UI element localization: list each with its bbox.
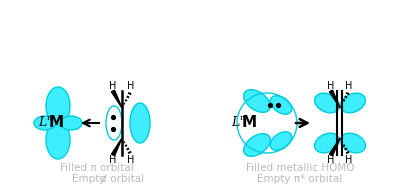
Ellipse shape	[106, 106, 122, 140]
Text: n: n	[46, 114, 52, 122]
Text: H: H	[109, 155, 117, 165]
Text: H: H	[326, 155, 334, 165]
Text: Empty: Empty	[72, 174, 108, 184]
Text: H: H	[127, 155, 135, 165]
Ellipse shape	[314, 133, 339, 153]
Polygon shape	[111, 138, 122, 156]
Ellipse shape	[243, 134, 270, 156]
Ellipse shape	[46, 87, 70, 125]
Text: Filled π orbital: Filled π orbital	[60, 163, 134, 173]
Text: L: L	[38, 116, 46, 129]
Text: M: M	[48, 114, 63, 129]
Ellipse shape	[270, 96, 291, 114]
Text: H: H	[127, 81, 135, 91]
Text: H: H	[109, 81, 117, 91]
Text: d: d	[100, 174, 106, 184]
Ellipse shape	[60, 116, 82, 130]
Ellipse shape	[130, 103, 150, 143]
Text: n: n	[239, 114, 244, 122]
Text: H: H	[344, 155, 352, 165]
Ellipse shape	[34, 116, 56, 130]
Ellipse shape	[340, 133, 364, 153]
Polygon shape	[111, 90, 122, 108]
Text: H: H	[326, 81, 334, 91]
Polygon shape	[329, 90, 339, 108]
Polygon shape	[329, 138, 339, 156]
Ellipse shape	[46, 121, 70, 159]
Text: L: L	[230, 116, 238, 129]
Text: Empty π* orbital: Empty π* orbital	[257, 174, 342, 184]
Ellipse shape	[314, 93, 339, 113]
Ellipse shape	[243, 90, 270, 112]
Ellipse shape	[270, 132, 291, 150]
Text: Filled metallic HOMO: Filled metallic HOMO	[245, 163, 353, 173]
Text: H: H	[344, 81, 352, 91]
Ellipse shape	[340, 93, 364, 113]
Text: M: M	[241, 114, 256, 129]
Text: orbital: orbital	[107, 174, 144, 184]
